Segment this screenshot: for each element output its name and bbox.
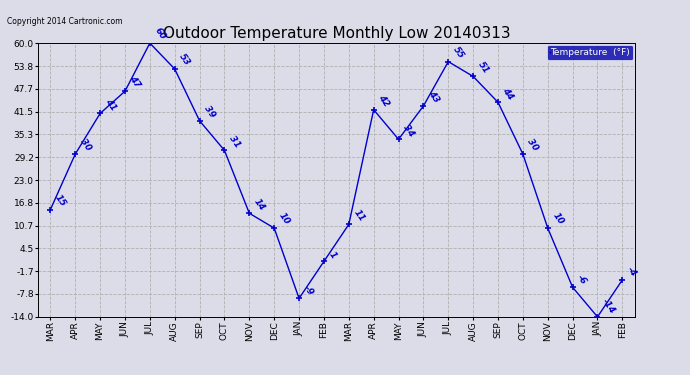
Text: 47: 47	[128, 74, 142, 90]
Text: 60: 60	[152, 26, 167, 42]
Text: 30: 30	[78, 137, 92, 153]
Text: 34: 34	[402, 123, 416, 138]
Text: 10: 10	[277, 211, 291, 227]
Text: -6: -6	[575, 273, 589, 286]
Legend: Temperature  (°F): Temperature (°F)	[547, 45, 633, 60]
Text: 44: 44	[501, 86, 515, 101]
Text: 31: 31	[227, 134, 242, 149]
Text: 53: 53	[177, 52, 192, 68]
Text: 15: 15	[53, 193, 68, 208]
Text: 11: 11	[352, 208, 366, 223]
Text: 39: 39	[202, 104, 217, 119]
Text: -4: -4	[625, 265, 638, 279]
Text: -9: -9	[302, 284, 315, 297]
Text: -14: -14	[600, 297, 617, 315]
Text: 1: 1	[327, 250, 337, 260]
Text: 41: 41	[103, 97, 117, 112]
Title: Outdoor Temperature Monthly Low 20140313: Outdoor Temperature Monthly Low 20140313	[163, 26, 510, 40]
Text: 43: 43	[426, 89, 441, 105]
Text: 42: 42	[377, 93, 391, 108]
Text: 55: 55	[451, 45, 466, 60]
Text: 14: 14	[252, 196, 266, 212]
Text: 30: 30	[526, 137, 540, 153]
Text: Copyright 2014 Cartronic.com: Copyright 2014 Cartronic.com	[7, 17, 122, 26]
Text: 51: 51	[476, 60, 491, 75]
Text: 10: 10	[551, 211, 565, 227]
